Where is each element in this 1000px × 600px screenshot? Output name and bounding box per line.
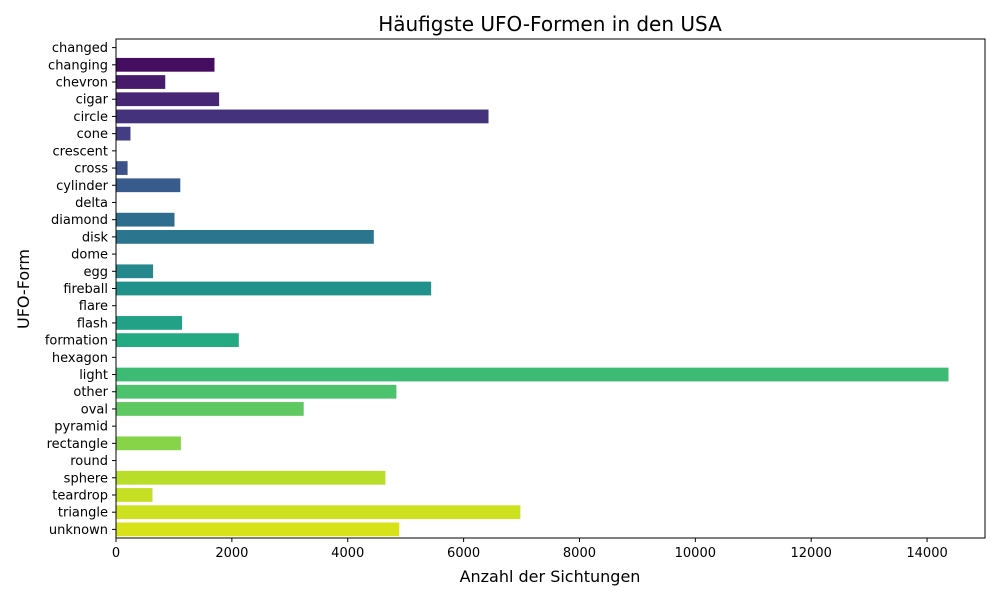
x-axis-ticks: 0 2000 4000 6000 8000 10000 12000 14000 xyxy=(112,538,948,561)
y-tick-label-light: light xyxy=(79,368,108,383)
y-tick-label-flash: flash xyxy=(77,316,108,331)
bar-cylinder xyxy=(116,178,181,193)
y-tick-label-other: other xyxy=(73,385,108,400)
bar-triangle xyxy=(116,505,521,520)
y-tick-label-oval: oval xyxy=(81,402,108,417)
chart-title: Häufigste UFO-Formen in den USA xyxy=(378,12,722,36)
y-tick-label-disk: disk xyxy=(82,230,109,245)
bar-fireball xyxy=(116,281,432,296)
y-tick-label-triangle: triangle xyxy=(58,506,108,521)
y-tick-label-circle: circle xyxy=(73,110,108,125)
bar-circle xyxy=(116,109,489,124)
x-tick-label-0: 0 xyxy=(112,546,120,561)
bar-oval xyxy=(116,402,304,416)
x-tick-label-8000: 8000 xyxy=(563,546,596,561)
bar-changing xyxy=(116,57,215,72)
y-tick-label-fireball: fireball xyxy=(63,282,108,297)
bar-flash xyxy=(116,316,183,330)
bar-other xyxy=(116,384,397,399)
y-tick-label-sphere: sphere xyxy=(64,471,108,486)
y-tick-label-pyramid: pyramid xyxy=(54,420,108,435)
y-tick-label-changed: changed xyxy=(52,41,108,56)
x-tick-label-12000: 12000 xyxy=(791,546,832,561)
x-axis-title: Anzahl der Sichtungen xyxy=(460,567,641,586)
y-axis-title: UFO-Form xyxy=(14,249,33,329)
bar-cone xyxy=(116,126,131,141)
x-tick-label-2000: 2000 xyxy=(215,546,248,561)
y-tick-label-diamond: diamond xyxy=(51,213,108,228)
bar-unknown xyxy=(116,522,400,537)
y-tick-label-chevron: chevron xyxy=(56,76,108,91)
bar-rectangle xyxy=(116,436,181,451)
x-tick-label-14000: 14000 xyxy=(906,546,947,561)
y-axis-ticks: changed changing chevron cigar circle cone cre… xyxy=(45,41,116,538)
bar-light xyxy=(116,367,949,382)
y-tick-label-dome: dome xyxy=(71,248,108,263)
bars-group xyxy=(116,40,949,537)
y-tick-label-flare: flare xyxy=(79,299,108,314)
y-tick-label-cross: cross xyxy=(74,162,108,177)
x-tick-label-6000: 6000 xyxy=(447,546,480,561)
plot-frame xyxy=(115,38,986,539)
bar-egg xyxy=(116,264,154,279)
bar-chevron xyxy=(116,75,166,89)
y-tick-label-rectangle: rectangle xyxy=(47,437,108,452)
y-tick-label-teardrop: teardrop xyxy=(52,488,108,503)
y-tick-label-crescent: crescent xyxy=(53,144,108,159)
x-tick-label-4000: 4000 xyxy=(331,546,364,561)
y-tick-label-formation: formation xyxy=(45,334,108,349)
bar-sphere xyxy=(116,470,386,485)
y-tick-label-cylinder: cylinder xyxy=(56,179,109,194)
bar-teardrop xyxy=(116,488,153,502)
y-tick-label-egg: egg xyxy=(83,265,108,280)
y-tick-label-cigar: cigar xyxy=(76,93,109,108)
y-tick-label-hexagon: hexagon xyxy=(52,351,108,366)
y-tick-label-delta: delta xyxy=(75,196,108,211)
bar-diamond xyxy=(116,212,175,227)
y-tick-label-unknown: unknown xyxy=(49,523,108,538)
bar-cross xyxy=(116,161,128,175)
x-tick-label-10000: 10000 xyxy=(675,546,716,561)
bar-disk xyxy=(116,229,374,244)
y-tick-label-cone: cone xyxy=(77,127,108,142)
y-tick-label-round: round xyxy=(70,454,108,469)
y-tick-label-changing: changing xyxy=(48,58,108,73)
bar-formation xyxy=(116,333,239,348)
bar-cigar xyxy=(116,92,220,107)
